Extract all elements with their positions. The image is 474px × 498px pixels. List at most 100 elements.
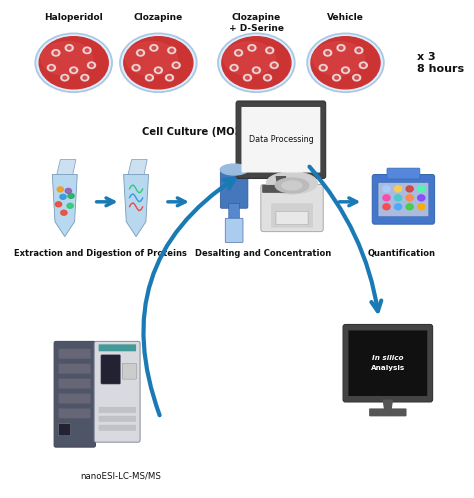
Ellipse shape [85,49,89,52]
Ellipse shape [146,74,154,81]
FancyBboxPatch shape [387,168,420,179]
Ellipse shape [339,46,343,49]
Ellipse shape [41,42,93,76]
FancyBboxPatch shape [343,325,433,402]
Ellipse shape [65,188,72,193]
Ellipse shape [418,204,425,210]
Ellipse shape [224,42,275,76]
Ellipse shape [88,62,96,69]
Ellipse shape [335,76,338,79]
FancyBboxPatch shape [59,378,91,388]
Ellipse shape [172,62,180,69]
Ellipse shape [235,50,243,56]
Ellipse shape [168,76,171,79]
Ellipse shape [174,64,178,67]
Ellipse shape [383,186,390,192]
Polygon shape [383,399,393,411]
Ellipse shape [139,51,142,54]
Ellipse shape [122,35,195,91]
FancyBboxPatch shape [54,341,96,447]
Text: x 3
8 hours: x 3 8 hours [417,52,464,74]
FancyBboxPatch shape [378,182,429,217]
Ellipse shape [313,42,365,76]
Ellipse shape [357,49,361,52]
Ellipse shape [337,45,345,51]
Ellipse shape [326,51,329,54]
FancyBboxPatch shape [348,331,427,396]
Ellipse shape [394,204,401,210]
FancyBboxPatch shape [271,203,313,228]
Ellipse shape [264,74,272,81]
Ellipse shape [275,178,309,193]
Ellipse shape [137,50,145,56]
Ellipse shape [383,195,390,201]
FancyBboxPatch shape [101,355,120,384]
Polygon shape [128,160,147,174]
Ellipse shape [307,33,384,92]
Ellipse shape [67,46,71,49]
FancyBboxPatch shape [59,408,91,418]
Ellipse shape [353,74,361,81]
Ellipse shape [266,47,274,54]
FancyBboxPatch shape [236,101,326,178]
Ellipse shape [355,47,363,54]
Ellipse shape [39,37,108,89]
FancyBboxPatch shape [99,416,136,422]
Text: Clozapine
+ D-Serine: Clozapine + D-Serine [229,13,284,32]
Ellipse shape [155,67,163,73]
Ellipse shape [418,195,425,201]
Text: Data Processing: Data Processing [248,135,313,144]
Ellipse shape [148,76,151,79]
Ellipse shape [273,64,276,67]
Ellipse shape [232,66,236,69]
Ellipse shape [319,65,327,71]
Ellipse shape [266,76,269,79]
Polygon shape [57,160,76,174]
Ellipse shape [282,181,302,190]
Text: Clozapine: Clozapine [134,13,183,22]
Ellipse shape [150,45,158,51]
Text: Vehicle: Vehicle [327,13,364,22]
Ellipse shape [270,62,278,69]
Ellipse shape [63,76,66,79]
Ellipse shape [252,67,260,73]
Ellipse shape [165,74,173,81]
FancyBboxPatch shape [59,424,71,436]
FancyBboxPatch shape [229,203,239,223]
Ellipse shape [344,69,347,72]
FancyBboxPatch shape [94,341,140,442]
Text: Haloperidol: Haloperidol [45,13,103,22]
Ellipse shape [219,35,293,91]
Ellipse shape [418,186,425,192]
Ellipse shape [309,35,382,91]
FancyBboxPatch shape [220,170,248,208]
FancyBboxPatch shape [122,363,137,379]
Text: Extraction and Digestion of Proteins: Extraction and Digestion of Proteins [14,249,187,258]
FancyBboxPatch shape [59,393,91,403]
Ellipse shape [170,49,173,52]
FancyBboxPatch shape [261,184,323,232]
Ellipse shape [237,51,240,54]
Ellipse shape [90,64,93,67]
Ellipse shape [67,203,73,208]
Ellipse shape [406,195,413,201]
FancyBboxPatch shape [225,218,243,243]
Ellipse shape [61,74,69,81]
Ellipse shape [124,37,193,89]
Ellipse shape [60,194,66,199]
Ellipse shape [83,47,91,54]
Ellipse shape [333,74,341,81]
Ellipse shape [70,67,78,73]
FancyBboxPatch shape [99,425,136,431]
Ellipse shape [362,64,365,67]
FancyBboxPatch shape [99,407,136,413]
Ellipse shape [55,202,62,207]
Text: Cell Culture (MO3.13) Treatment: Cell Culture (MO3.13) Treatment [142,127,326,137]
Ellipse shape [68,193,74,198]
Ellipse shape [126,42,177,76]
Ellipse shape [394,186,401,192]
Ellipse shape [65,45,73,51]
FancyBboxPatch shape [59,349,91,359]
Ellipse shape [341,67,349,73]
Ellipse shape [83,76,87,79]
